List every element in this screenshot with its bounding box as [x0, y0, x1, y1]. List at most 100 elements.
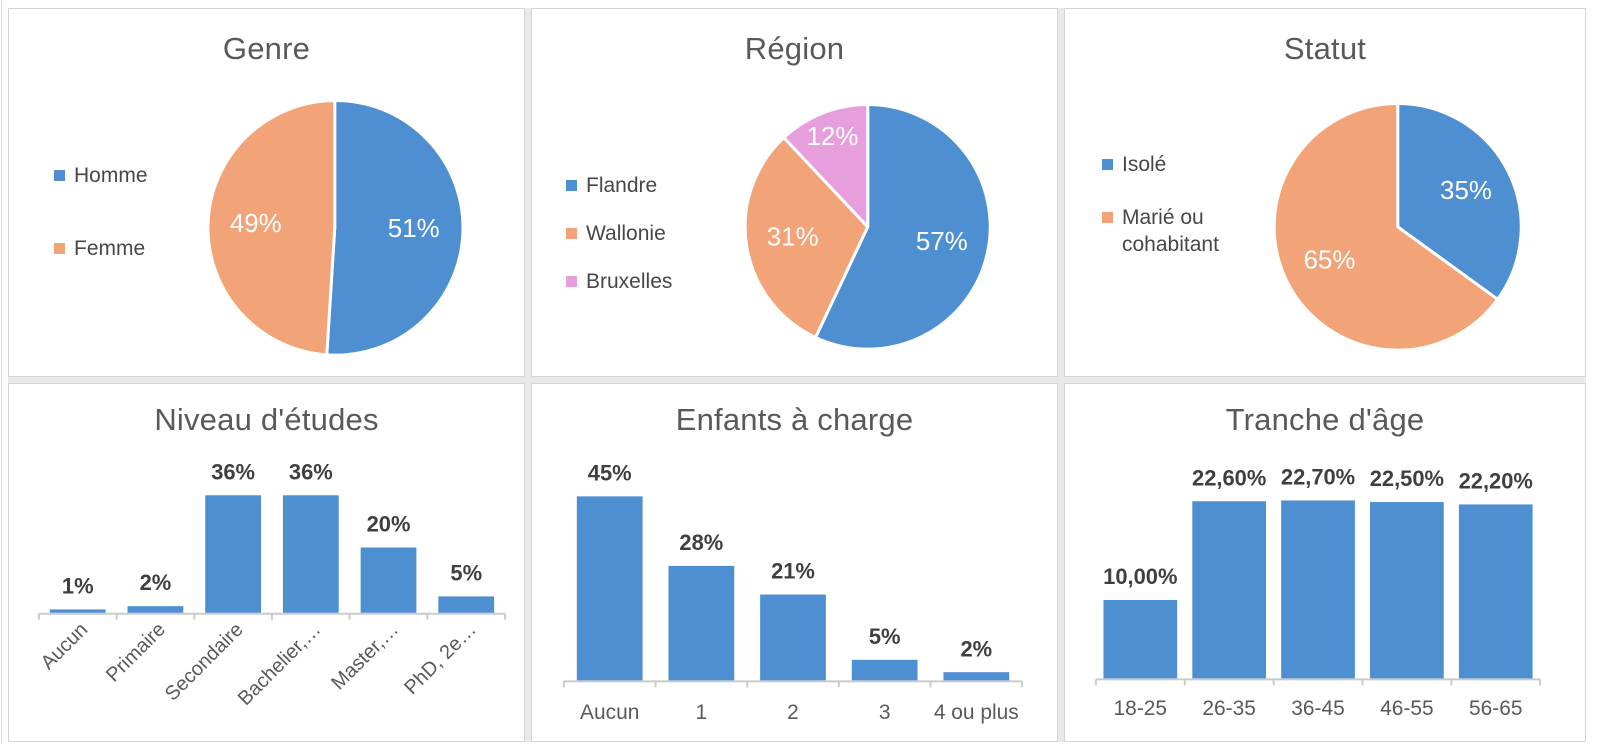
x-axis-category-label: 3: [879, 701, 891, 724]
x-axis-category-label: 56-65: [1469, 697, 1522, 720]
pie-slice-label: 51%: [388, 215, 440, 243]
bar-primaire: [127, 606, 184, 613]
chart-panel-tranche-age[interactable]: Tranche d'âge 10,00% 18-25 22,60% 26-35 22,7…: [1064, 383, 1586, 742]
chart-title-tranche-age: Tranche d'âge: [1225, 402, 1425, 437]
pie-slice-bruxelles: [782, 102, 870, 229]
x-axis-category-label: 36-45: [1291, 697, 1344, 720]
bar-chart-enfants-a-charge: 45% Aucun 28% 1 21% 2 5% 3 2% 4 ou plus: [562, 460, 1024, 724]
bar-2: [760, 594, 826, 681]
pie-slice-label: 12%: [807, 123, 859, 151]
x-axis-category-label: Aucun: [37, 619, 92, 674]
bar-value-label: 22,70%: [1281, 465, 1355, 490]
pie-slice-mari-ou-cohabitant: [1272, 101, 1500, 352]
chart-title-genre: Genre: [222, 31, 311, 66]
pie-slice-homme: [325, 99, 465, 357]
bar-1: [668, 565, 735, 681]
legend-item: Marié ou cohabitant: [1102, 204, 1224, 258]
chart-panel-statut[interactable]: Statut Isolé Marié ou cohabitant 35% 65%: [1064, 8, 1586, 377]
legend-label: Isolé: [1122, 153, 1167, 176]
pie-slice-label: 49%: [230, 210, 282, 238]
legend-marker-icon: [1102, 159, 1113, 170]
pie-slice-label: 31%: [767, 224, 819, 252]
x-axis-category-label: PhD, 2e…: [400, 619, 481, 699]
legend-label: Bruxelles: [586, 270, 673, 293]
legend-marker-icon: [1102, 212, 1113, 223]
legend-label: Marié ou cohabitant: [1122, 206, 1219, 256]
bar-secondaire: [205, 495, 262, 613]
bar-aucun: [576, 496, 643, 681]
pie-chart-statut: 35% 65%: [1272, 101, 1523, 352]
bar-36-45: [1281, 500, 1355, 679]
bar-aucun: [49, 609, 106, 613]
bar-value-label: 45%: [588, 460, 632, 485]
legend-item: Isolé: [1102, 151, 1224, 178]
bar-value-label: 22,20%: [1459, 469, 1533, 494]
x-axis-category-label: 46-55: [1380, 697, 1433, 720]
bar-3: [851, 659, 918, 681]
legend-label: Wallonie: [586, 222, 666, 245]
bar-value-label: 36%: [289, 459, 333, 484]
pie-slice-label: 35%: [1440, 177, 1492, 205]
bar-value-label: 5%: [869, 624, 901, 649]
x-axis-category-label: 2: [787, 701, 799, 724]
bar-46-55: [1370, 502, 1444, 679]
pie-slice-wallonie: [743, 136, 870, 340]
pie-slice-label: 65%: [1304, 246, 1356, 274]
pie-chart-region: 57% 31% 12%: [743, 102, 992, 351]
pie-slice-femme: [206, 99, 337, 357]
x-axis-category-label: 1: [696, 701, 708, 724]
bar-value-label: 36%: [211, 459, 255, 484]
legend-marker-icon: [566, 180, 577, 191]
charts-grid: Genre Homme Femme 51% 49% Région Flandre Wa…: [8, 8, 1586, 742]
legend-marker-icon: [566, 228, 577, 239]
bar-value-label: 22,60%: [1192, 465, 1266, 490]
bar-value-label: 2%: [140, 570, 172, 595]
pie-slice-isol-: [1396, 101, 1523, 301]
legend-marker-icon: [54, 170, 65, 181]
chart-panel-enfants-a-charge[interactable]: Enfants à charge 45% Aucun 28% 1 21% 2 5% 3 2% 4 …: [531, 383, 1058, 742]
x-axis-category-label: Aucun: [580, 701, 639, 724]
bar-phd-2e-: [438, 596, 495, 613]
legend-item: Wallonie: [566, 220, 726, 247]
chart-panel-region[interactable]: Région Flandre Wallonie Bruxelles 57% 31% 12…: [531, 8, 1058, 377]
x-axis-category-label: 4 ou plus: [934, 701, 1019, 724]
legend-item: Bruxelles: [566, 268, 726, 295]
chart-title-region: Région: [744, 31, 845, 66]
x-axis-category-label: Primaire: [102, 619, 170, 687]
chart-title-enfants-a-charge: Enfants à charge: [675, 402, 914, 437]
pie-slice-flandre: [814, 102, 992, 351]
bar-master-: [360, 547, 417, 613]
legend-region: Flandre Wallonie Bruxelles: [566, 172, 726, 295]
bar-56-65: [1458, 504, 1533, 679]
legend-item: Flandre: [566, 172, 726, 199]
x-axis-category-label: 18-25: [1114, 697, 1167, 720]
legend-statut: Isolé Marié ou cohabitant: [1102, 151, 1224, 258]
x-axis-category-label: Bachelier,…: [234, 619, 325, 710]
bar-value-label: 10,00%: [1103, 564, 1177, 589]
pie-chart-genre: 51% 49%: [206, 99, 465, 357]
bar-value-label: 28%: [679, 530, 723, 555]
bar-18-25: [1103, 599, 1178, 679]
x-axis-category-label: Master,…: [327, 619, 403, 695]
pie-slice-label: 57%: [916, 228, 968, 256]
bar-value-label: 22,50%: [1370, 466, 1444, 491]
bar-chart-niveau-etudes: 1%Aucun2%Primaire36%Secondaire36%Bacheli…: [37, 459, 507, 710]
legend-marker-icon: [54, 243, 65, 254]
legend-genre: Homme Femme: [54, 162, 214, 262]
chart-panel-genre[interactable]: Genre Homme Femme 51% 49%: [8, 8, 525, 377]
bar-value-label: 1%: [62, 574, 94, 599]
legend-marker-icon: [566, 276, 577, 287]
bar-value-label: 21%: [771, 559, 815, 584]
legend-label: Femme: [74, 237, 146, 260]
chart-title-niveau-etudes: Niveau d'études: [154, 402, 379, 437]
sheet-edge-line: [1, 0, 2, 744]
chart-title-statut: Statut: [1283, 31, 1367, 66]
chart-panel-niveau-etudes[interactable]: Niveau d'études 1% Aucun 2% Primaire 36% Seco…: [8, 383, 525, 742]
legend-item: Femme: [54, 235, 214, 262]
bar-chart-tranche-age: 10,00% 18-25 22,60% 26-35 22,70% 36-45 22,50% 4…: [1094, 465, 1542, 720]
bar-value-label: 20%: [367, 512, 411, 537]
legend-label: Flandre: [586, 174, 658, 197]
bar-26-35: [1192, 501, 1267, 679]
bar-bachelier-: [282, 495, 339, 613]
bar-4-ou-plus: [943, 672, 1010, 681]
